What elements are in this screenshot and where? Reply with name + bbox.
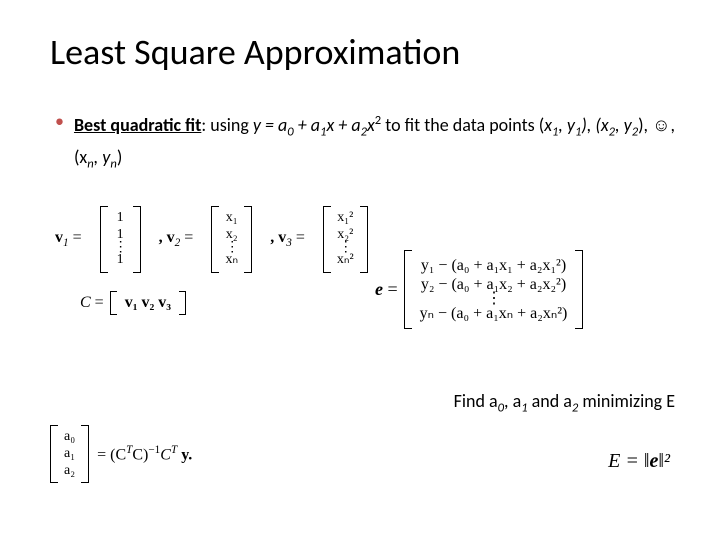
- v3-label: , v3 =: [270, 229, 305, 249]
- error-vector: e = y₁ − (a₀ + a₁x₁ + a₂x₁²) y₂ − (a₀ + …: [375, 250, 583, 329]
- v1-label: v1 =: [55, 229, 82, 249]
- v3-matrix: x₁² x₂² ⋮ xₙ²: [323, 206, 368, 273]
- a-vector: a₀ a₁ a₂: [50, 425, 89, 483]
- vectors-definition: v1 = 1 1 ⋮ 1 , v2 = x₁ x₂ ⋮ xₙ , v3 =: [55, 206, 680, 273]
- v1-matrix: 1 1 ⋮ 1: [100, 206, 141, 273]
- v2-matrix: x₁ x₂ ⋮ xₙ: [211, 206, 252, 273]
- bullet-dot: •: [55, 109, 64, 133]
- c-matrix: v₁ v₂ v₃: [110, 291, 186, 315]
- bullet-item: • Best quadratic fit: using y = a0 + a1x…: [55, 109, 680, 176]
- slide: Least Square Approximation • Best quadra…: [0, 0, 720, 540]
- find-text: Find a0, a1 and a2 minimizing E: [454, 390, 675, 416]
- bullet-text: Best quadratic fit: using y = a0 + a1x +…: [74, 109, 680, 176]
- v2-label: , v2 =: [159, 229, 194, 249]
- solution-formula: a₀ a₁ a₂ = (CTC)−1CT y.: [50, 425, 192, 483]
- e-norm: E = ‖e‖²: [608, 450, 670, 473]
- error-matrix: y₁ − (a₀ + a₁x₁ + a₂x₁²) y₂ − (a₀ + a₁x₂…: [404, 250, 584, 329]
- page-title: Least Square Approximation: [50, 30, 680, 74]
- normal-equation: = (CTC)−1CT y.: [97, 444, 192, 464]
